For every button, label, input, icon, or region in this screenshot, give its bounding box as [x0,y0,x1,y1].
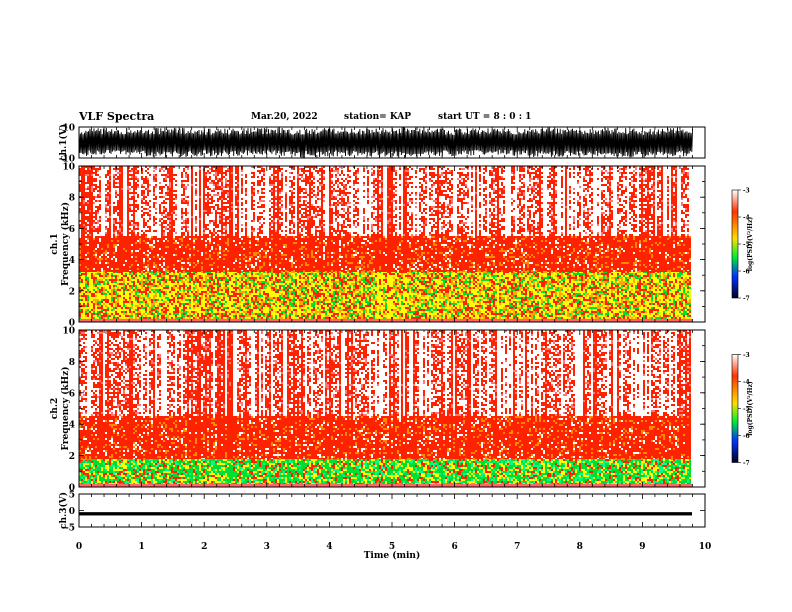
ch1-spectrogram-cells [79,236,691,272]
ch1-spectrogram-ytick-label: 2 [69,287,75,297]
ch2-spectrogram-floor-band [79,483,692,487]
time-tick-label: 4 [326,542,332,552]
time-tick-label: 3 [264,542,270,552]
time-tick-label: 7 [514,542,520,552]
ch3-ytick-label: 5 [69,491,75,501]
ch2-spectrogram-colorbar [731,354,739,463]
ch2-spectrogram-colorbar-tick-label: -4 [743,379,750,386]
ch3-waveform-band [79,512,692,516]
time-axis-label: Time (min) [364,550,421,561]
ch1-spectrogram-ytick-label: 8 [69,194,75,204]
time-tick-label: 8 [577,542,583,552]
ch2-spectrogram-ytick-label: 0 [69,484,75,494]
time-tick-label: 10 [699,542,712,552]
start-time-label: start UT = 8 : 0 : 1 [438,112,532,122]
time-tick-label: 0 [76,542,82,552]
ch1-ytick-label: -10 [59,155,75,165]
chart-title: VLF Spectra [79,110,155,123]
ch2-spectrogram-cells [79,330,691,416]
ch1-spectrogram-ytick-label: 6 [69,225,75,235]
ch2-spectrogram-colorbar-label: log(PSD)(V²/Hz) [747,381,754,436]
ch3-ytick-label: -5 [65,524,75,534]
ch2-spectrogram-cells [79,459,691,485]
ch1-spectrogram-colorbar-tick-label: -4 [743,215,750,222]
ch1-ylabel: ch.1(V) [58,124,69,161]
ch1-spectrogram-colorbar [731,189,739,299]
ch2-spectrogram-cells [79,459,691,485]
ch2-spectrogram-colorbar-tick-label: -5 [743,406,750,413]
ch2-spectrogram-colorbar-tick-label: -6 [743,433,750,440]
ch2-spectrogram-cells [79,330,691,485]
time-tick-label: 9 [639,542,645,552]
ch1-ytick-label: 10 [62,124,75,134]
time-tick-label: 6 [451,542,457,552]
ch1-spectrogram-floor-band [79,318,692,322]
ch1-spectrogram-ytick-label: 10 [62,163,75,173]
time-tick-label: 2 [201,542,207,552]
ch2-spectrogram-ylabel-channel: ch.2 [50,398,60,419]
ch2-spectrogram-ytick-label: 8 [69,358,75,368]
date-label: Mar.20, 2022 [251,112,318,122]
ch1-spectrogram-colorbar-tick-label: -5 [743,242,750,249]
ch1-spectrogram-ylabel-channel: ch.1 [50,233,60,254]
ch1-spectrogram-ylabel-frequency: Frequency (kHz) [60,202,71,286]
ch1-spectrogram-cells [79,271,691,319]
ch1-spectrogram-image [79,166,692,322]
ch2-spectrogram-ytick-label: 2 [69,452,75,462]
ch1-waveform-line [78,127,693,158]
ch3-ylabel: ch.3(V) [58,492,69,529]
ch1-spectrogram-colorbar-tick-label: -3 [743,188,750,195]
ch1-spectrogram-cells [83,166,689,236]
ch2-spectrogram-colorbar-tick-label: -7 [743,460,750,467]
ch1-spectrogram-colorbar-tick-label: -6 [743,269,750,276]
time-tick-label: 1 [138,542,144,552]
time-tick-label: 5 [389,542,395,552]
ch2-spectrogram-ytick-label: 4 [69,421,75,431]
ch2-spectrogram-image [79,330,692,487]
ch1-waveform-trace [78,127,693,158]
ch2-spectrogram-ylabel-frequency: Frequency (kHz) [60,366,71,450]
station-label: station= KAP [344,112,412,122]
ch1-spectrogram-ytick-label: 0 [69,319,75,329]
ch2-spectrogram-cells [79,416,689,460]
ch1-spectrogram-ytick-label: 4 [69,256,75,266]
ch2-spectrogram-colorbar-tick-label: -3 [743,352,750,359]
ch2-spectrogram-ytick-label: 6 [69,389,75,399]
ch1-spectrogram-colorbar-label: log(PSD)(V²/Hz) [747,217,754,272]
ch2-spectrogram-ytick-label: 10 [62,327,75,337]
ch1-spectrogram-colorbar-tick-label: -7 [743,296,750,303]
ch3-ytick-label: 0 [69,507,75,517]
ch2-spectrogram-cells [79,459,689,485]
